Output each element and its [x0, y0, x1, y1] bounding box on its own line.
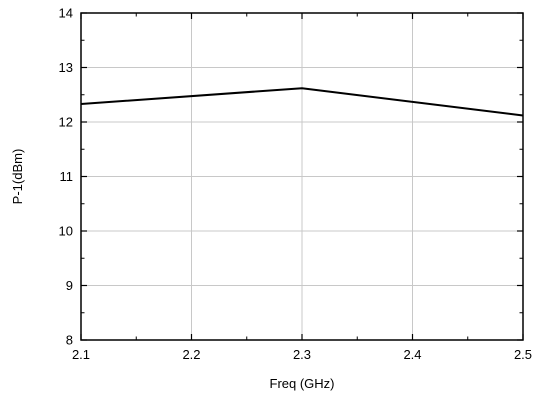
y-tick-label: 8 [66, 333, 73, 348]
y-tick-label: 11 [60, 169, 74, 184]
y-tick-label: 12 [59, 115, 73, 130]
y-axis-title: P-1(dBm) [10, 149, 25, 205]
y-tick-label: 9 [66, 278, 73, 293]
y-tick-label: 13 [59, 60, 73, 75]
tick-labels: 2.1 2.2 2.3 2.4 2.5 8 9 10 11 12 13 14 [59, 6, 533, 363]
series [80, 87, 524, 117]
x-tick-label: 2.1 [72, 347, 90, 362]
grid [81, 13, 523, 340]
y-tick-label: 14 [59, 6, 73, 21]
x-tick-label: 2.3 [293, 347, 311, 362]
x-tick-label: 2.2 [182, 347, 200, 362]
y-tick-label: 10 [59, 224, 73, 239]
series-line [80, 87, 524, 117]
x-axis-title: Freq (GHz) [270, 376, 335, 391]
plot-frame [80, 12, 524, 341]
x-tick-label: 2.4 [403, 347, 421, 362]
x-tick-label: 2.5 [514, 347, 532, 362]
